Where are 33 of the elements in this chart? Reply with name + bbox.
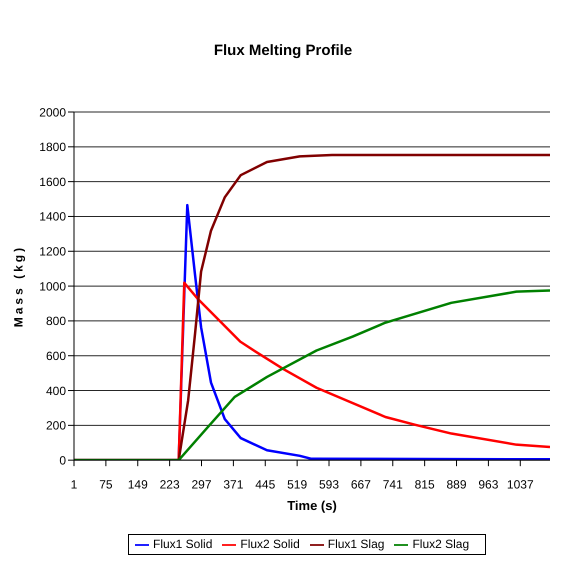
- y-tick-label: 1000: [39, 279, 66, 294]
- y-tick-label: 1200: [39, 244, 66, 259]
- y-tick-label: 600: [46, 348, 66, 363]
- legend-label: Flux1 Slag: [328, 537, 384, 552]
- y-tick-label: 0: [59, 453, 66, 468]
- y-tick-label: 1800: [39, 140, 66, 154]
- y-tick-label: 2000: [39, 105, 66, 120]
- y-axis-title: Mass (kg): [11, 244, 26, 328]
- x-tick-label: 75: [99, 478, 113, 492]
- chart-title: Flux Melting Profile: [212, 42, 354, 59]
- y-tick-label: 200: [46, 418, 66, 433]
- x-tick-label: 889: [446, 478, 467, 492]
- y-tick-label: 400: [46, 384, 66, 398]
- x-tick-label: 1: [70, 478, 78, 492]
- y-tick-label: 800: [46, 314, 66, 328]
- x-tick-label: 963: [478, 478, 499, 492]
- x-axis-title: Time (s): [287, 498, 337, 514]
- legend-label: Flux2 Slag: [412, 537, 470, 552]
- x-tick-label: 149: [128, 478, 148, 492]
- x-tick-label: 519: [287, 478, 308, 492]
- x-tick-label: 593: [319, 478, 340, 492]
- x-tick-label: 371: [223, 478, 244, 492]
- legend-label: Flux1 Solid: [153, 537, 212, 552]
- x-tick-label: 1037: [506, 478, 534, 492]
- x-tick-label: 667: [350, 478, 372, 492]
- x-tick-label: 297: [191, 478, 212, 492]
- y-tick-label: 1600: [39, 174, 66, 189]
- y-tick-label: 1400: [39, 210, 66, 224]
- x-tick-label: 815: [414, 478, 435, 492]
- legend-label: Flux2 Solid: [240, 537, 300, 552]
- x-tick-label: 445: [255, 478, 276, 492]
- x-tick-label: 741: [382, 478, 404, 492]
- x-tick-label: 223: [160, 478, 180, 492]
